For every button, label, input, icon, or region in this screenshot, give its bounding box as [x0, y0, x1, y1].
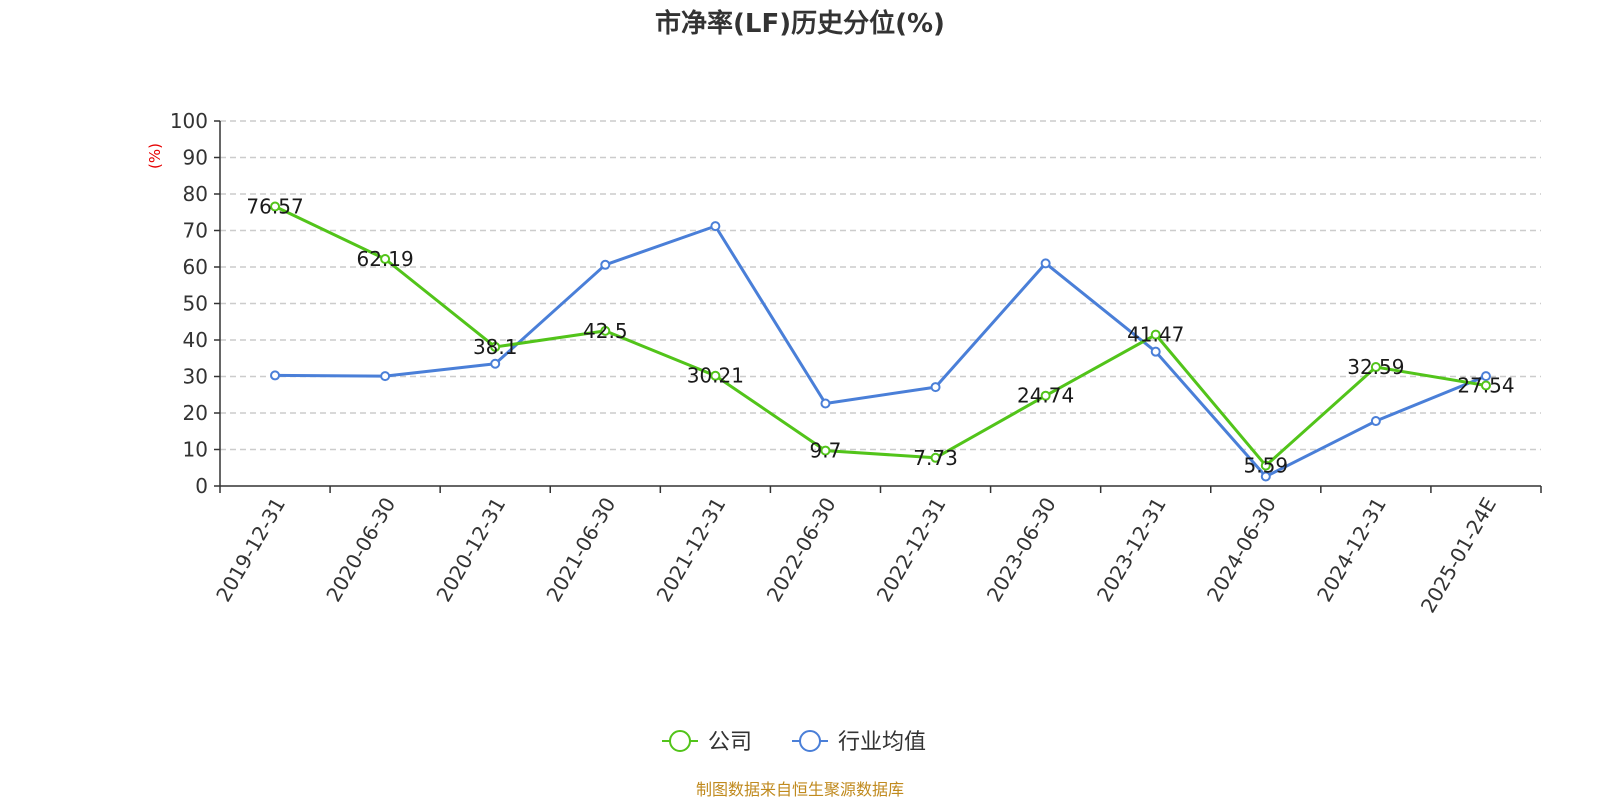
data-label: 32.59: [1347, 355, 1404, 379]
data-label-layer: 76.57 62.19 38.1 42.5 30.21 9.7 7.73 24.74 41.47…: [246, 195, 1514, 478]
x-tick-label: 2025-01-24E: [1416, 493, 1501, 617]
y-tick-label: 60: [183, 255, 208, 279]
series-1-point: [1040, 258, 1051, 269]
x-tick-label: 2024-12-31: [1312, 493, 1391, 606]
y-tick-label: 50: [183, 292, 208, 316]
x-tick-label: 2020-06-30: [321, 493, 400, 606]
y-axis-unit-label: (%): [146, 143, 164, 169]
series-1-point: [1370, 416, 1381, 427]
x-tick-label: 2021-06-30: [541, 493, 620, 606]
series-0-point: [380, 254, 391, 265]
y-tick-label: 20: [183, 401, 208, 425]
series-1-point: [820, 398, 831, 409]
series-0-point: [1260, 460, 1271, 471]
data-label: 5.59: [1244, 454, 1289, 478]
data-label: 38.1: [473, 335, 518, 359]
data-label: 42.5: [583, 319, 628, 343]
series-line-1: [275, 224, 1487, 479]
x-tick-label: 2024-06-30: [1202, 493, 1281, 606]
series-1-point: [380, 371, 391, 382]
series-0-point: [600, 325, 611, 336]
x-tick-label: 2021-12-31: [652, 493, 731, 606]
series-line-0: [274, 205, 1487, 468]
y-tick-label: 40: [183, 328, 208, 352]
data-label: 24.74: [1017, 384, 1074, 408]
y-tick-label: 100: [170, 109, 208, 133]
series-1-point: [600, 259, 611, 270]
y-tick-label: 10: [183, 438, 208, 462]
x-tick-label: 2019-12-31: [211, 493, 290, 606]
data-label: 62.19: [356, 247, 413, 271]
series-0-point: [1370, 362, 1381, 373]
series-1-point: [710, 221, 721, 232]
legend: 公司 行业均值: [662, 730, 926, 755]
data-label: 30.21: [687, 364, 744, 388]
series-0-point: [1480, 380, 1491, 391]
grid-layer: [220, 120, 1541, 451]
y-tick-label: 30: [183, 365, 208, 389]
data-label: 76.57: [246, 195, 303, 219]
y-tick-label: 70: [183, 219, 208, 243]
legend-swatch-marker: [799, 730, 821, 752]
data-label: 27.54: [1457, 373, 1514, 397]
series-0-point: [1150, 329, 1161, 340]
series-1-point: [1260, 471, 1271, 482]
source-note: 制图数据来自恒生聚源数据库: [696, 780, 904, 799]
series-0-point: [930, 452, 941, 463]
x-tick-label: 2023-06-30: [982, 493, 1061, 606]
chart-title: 市净率(LF)历史分位(%): [655, 8, 945, 39]
series-1-point: [1480, 371, 1491, 382]
series-1-point: [490, 358, 501, 369]
x-tick-label: 2020-12-31: [431, 493, 510, 606]
series-0-point: [710, 370, 721, 381]
legend-swatch-marker: [669, 730, 691, 752]
legend-label: 行业均值: [838, 730, 926, 755]
series-1-point: [270, 370, 281, 381]
x-tick-label: 2022-06-30: [762, 493, 841, 606]
data-label: 41.47: [1127, 323, 1184, 347]
data-label: 9.7: [810, 439, 842, 463]
x-tick-label: 2023-12-31: [1092, 493, 1171, 606]
y-tick-label: 0: [195, 474, 208, 498]
series-layer: [270, 201, 1491, 482]
legend-label: 公司: [708, 730, 752, 755]
series-1-point: [930, 382, 941, 393]
x-tick-label: 2022-12-31: [872, 493, 951, 606]
data-label: 7.73: [913, 446, 958, 470]
y-tick-label: 80: [183, 182, 208, 206]
series-0-point: [490, 341, 501, 352]
series-1-point: [1150, 346, 1161, 357]
y-tick-label: 90: [183, 146, 208, 170]
axis-layer: 0 10 20 30 40 50 60 70 80 90 100 2019-12-31 2020-06-…: [170, 109, 1542, 617]
series-0-point: [270, 201, 281, 212]
series-0-point: [820, 445, 831, 456]
series-0-point: [1040, 390, 1051, 401]
